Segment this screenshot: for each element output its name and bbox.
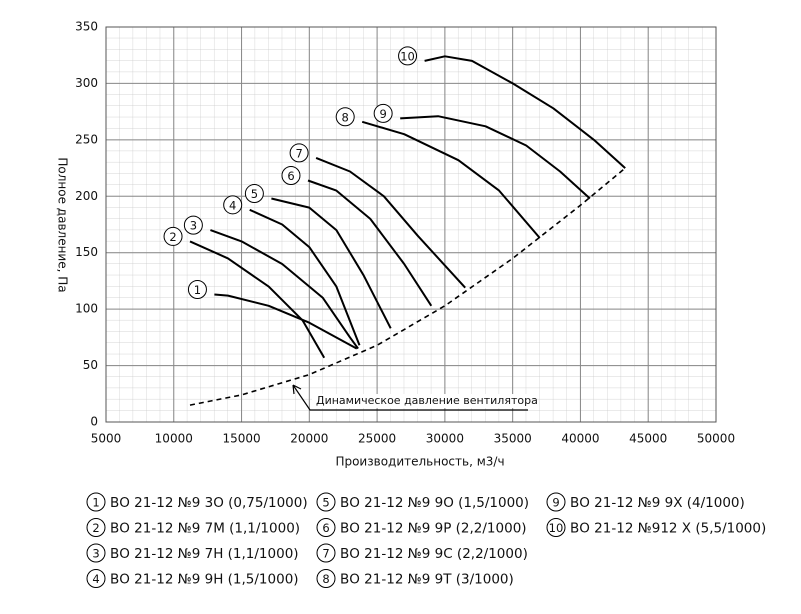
curve-label-circle [163, 226, 183, 246]
curve-label: 8 [342, 110, 349, 124]
curve-label: 1 [194, 283, 201, 297]
series-line [400, 115, 591, 200]
legend-number: 4 [92, 572, 99, 586]
y-axis-label: Полное давление, Па [56, 157, 70, 292]
curve-label: 10 [400, 49, 415, 63]
y-tick-label: 250 [75, 132, 98, 146]
x-tick-label: 20000 [290, 432, 328, 446]
y-tick-label: 50 [83, 358, 98, 372]
legend-number-circle [316, 518, 336, 537]
x-tick-label: 25000 [358, 432, 396, 446]
minor-grid [106, 27, 716, 422]
series-line [307, 179, 433, 307]
y-tick-label: 150 [75, 245, 98, 259]
curve-label-circle [244, 184, 264, 204]
x-tick-label: 35000 [494, 432, 532, 446]
x-tick-label: 5000 [91, 432, 122, 446]
legend-number-circle [316, 569, 336, 588]
y-tick-label: 100 [75, 302, 98, 316]
curve-label-circle [281, 165, 301, 185]
curve-label-circle [398, 46, 418, 66]
legend-number: 9 [552, 496, 559, 510]
legend-text: ВО 21-12 №9 9О (1,5/1000) [340, 495, 529, 511]
legend-text: ВО 21-12 №912 Х (5,5/1000) [570, 521, 766, 537]
legend-number-circle [86, 543, 106, 563]
series-line [361, 120, 541, 239]
legend-number-circle [316, 543, 336, 563]
curve-label-circle [335, 107, 355, 127]
annotation-bg [312, 394, 528, 408]
curve-label: 5 [251, 187, 258, 201]
legend-text: ВО 21-12 №9 7Н (1,1/1000) [110, 546, 299, 562]
curve-label: 6 [287, 169, 294, 183]
x-tick-label: 50000 [697, 432, 735, 446]
legend-text: ВО 21-12 №9 9Р (2,2/1000) [340, 521, 527, 537]
annotation-arrow [292, 384, 528, 411]
legend-number: 5 [322, 496, 329, 510]
curve-label-circle [183, 215, 203, 235]
curve-label: 9 [379, 107, 386, 121]
curve-label-circle [289, 143, 309, 163]
legend-number: 1 [92, 496, 99, 510]
x-tick-label: 30000 [426, 432, 464, 446]
curve-label: 2 [169, 230, 176, 244]
x-tick-label: 40000 [561, 432, 599, 446]
curve-label-circle [373, 103, 393, 123]
legend-number-circle [546, 492, 566, 512]
x-tick-label: 45000 [629, 432, 667, 446]
y-tick-label: 350 [75, 20, 98, 34]
legend-number-circle [546, 518, 566, 537]
legend-number-circle [316, 492, 336, 512]
series-line [214, 293, 358, 350]
legend-text: ВО 21-12 №9 9Н (1,5/1000) [110, 572, 299, 588]
legend-text: ВО 21-12 №9 7М (1,1/1000) [110, 521, 300, 537]
curve-label-circle [187, 279, 207, 299]
curve-label: 7 [295, 146, 302, 160]
curve-label-circle [223, 195, 243, 215]
annotation-text: Динамическое давление вентилятора [316, 394, 538, 407]
y-tick-label: 200 [75, 189, 98, 203]
legend-text: ВО 21-12 №9 3О (0,75/1000) [110, 495, 308, 511]
annotation-line [189, 167, 626, 406]
series-line [271, 197, 392, 329]
legend-number: 8 [322, 572, 329, 586]
legend-number: 3 [92, 547, 99, 561]
x-tick-label: 10000 [155, 432, 193, 446]
y-tick-label: 300 [75, 76, 98, 90]
legend-text: ВО 21-12 №9 9Т (3/1000) [340, 572, 514, 588]
series-line [424, 55, 626, 169]
legend-number-circle [86, 492, 106, 512]
legend-number: 6 [322, 521, 329, 535]
legend-number: 10 [549, 521, 564, 535]
curve-label: 4 [229, 198, 236, 212]
series-line [210, 229, 359, 350]
x-axis-label: Производительность, м3/ч [335, 455, 504, 469]
series-line [315, 156, 466, 289]
curve-label: 3 [190, 219, 197, 233]
y-tick-label: 0 [90, 415, 98, 429]
x-tick-label: 15000 [222, 432, 260, 446]
legend-text: ВО 21-12 №9 9С (2,2/1000) [340, 546, 528, 562]
series-line [189, 240, 326, 359]
series-line [249, 208, 361, 346]
legend-number: 2 [92, 521, 99, 535]
legend-number-circle [86, 518, 106, 537]
plot-frame [105, 26, 717, 423]
legend-text: ВО 21-12 №9 9Х (4/1000) [570, 495, 745, 511]
legend-number: 7 [322, 547, 329, 561]
legend-number-circle [86, 569, 106, 588]
